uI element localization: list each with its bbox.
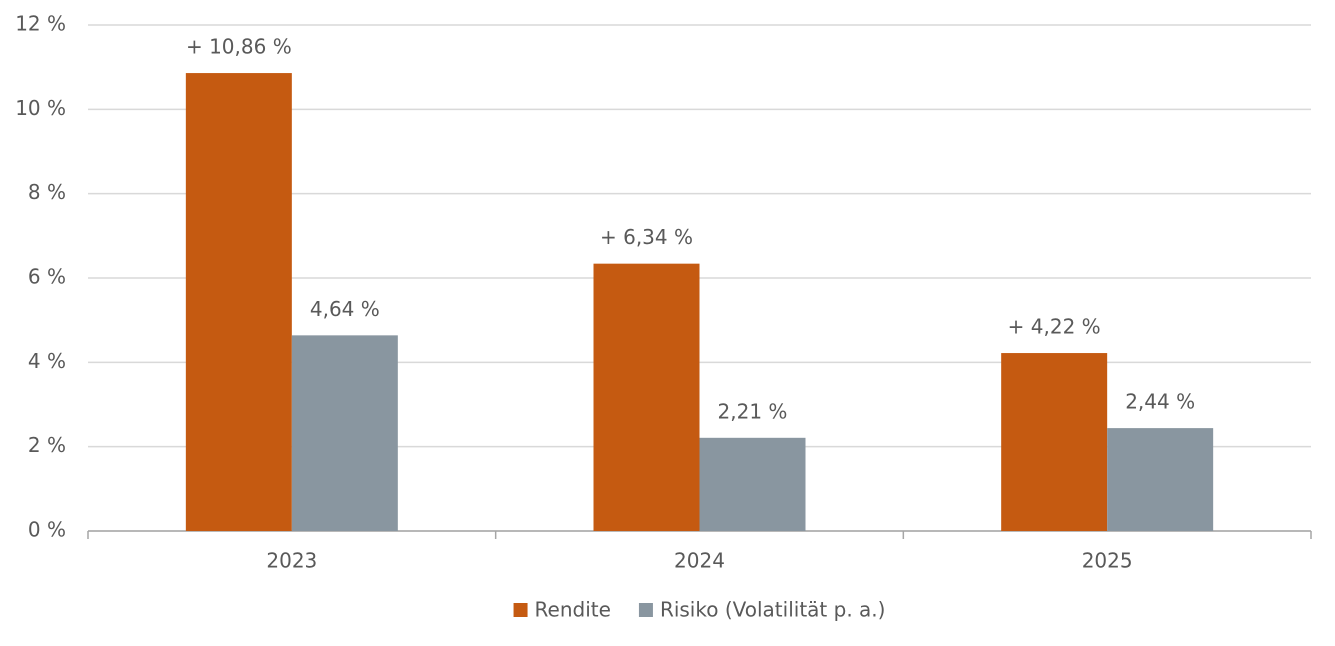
legend-swatch bbox=[513, 603, 528, 617]
value-label: + 4,22 % bbox=[1008, 315, 1101, 339]
value-label: 4,64 % bbox=[310, 297, 380, 321]
y-tick-label: 6 % bbox=[28, 265, 66, 289]
value-label: + 6,34 % bbox=[600, 225, 693, 249]
y-tick-label: 4 % bbox=[28, 349, 66, 373]
y-tick-label: 2 % bbox=[28, 433, 66, 457]
y-tick-label: 10 % bbox=[15, 96, 66, 120]
bar bbox=[699, 437, 806, 531]
bar bbox=[1107, 428, 1214, 531]
bar bbox=[291, 335, 398, 531]
y-tick-label: 12 % bbox=[15, 12, 66, 36]
x-tick-label: 2023 bbox=[266, 549, 317, 573]
value-label: 2,21 % bbox=[718, 399, 788, 423]
value-label: 2,44 % bbox=[1125, 390, 1195, 414]
bar bbox=[593, 263, 700, 531]
legend-swatch bbox=[638, 603, 653, 617]
y-tick-label: 0 % bbox=[28, 518, 66, 542]
legend-label: Rendite bbox=[535, 598, 611, 622]
x-tick-label: 2025 bbox=[1082, 549, 1133, 573]
y-tick-label: 8 % bbox=[28, 180, 66, 204]
bar bbox=[1001, 353, 1108, 531]
value-label: + 10,86 % bbox=[186, 35, 292, 59]
bar bbox=[185, 73, 292, 531]
x-tick-label: 2024 bbox=[674, 549, 725, 573]
legend-label: Risiko (Volatilität p. a.) bbox=[660, 598, 886, 622]
